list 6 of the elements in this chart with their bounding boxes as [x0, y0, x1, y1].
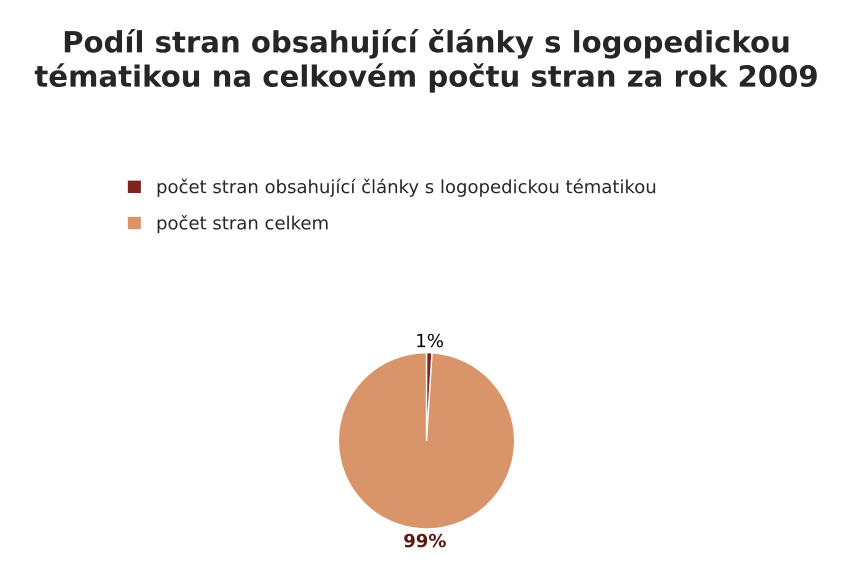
data-label: 1%: [417, 334, 443, 348]
legend-label: počet stran celkem: [158, 214, 328, 234]
chart-title: Podíl stran obsahující články s logopedickou tématikou na celkovém počtu stran za rok 2009: [34, 29, 817, 93]
legend-label: počet stran obsahující články s logopedickou tématikou: [158, 178, 656, 197]
data-label: 99%: [404, 534, 446, 548]
pie-slice: [338, 352, 516, 530]
